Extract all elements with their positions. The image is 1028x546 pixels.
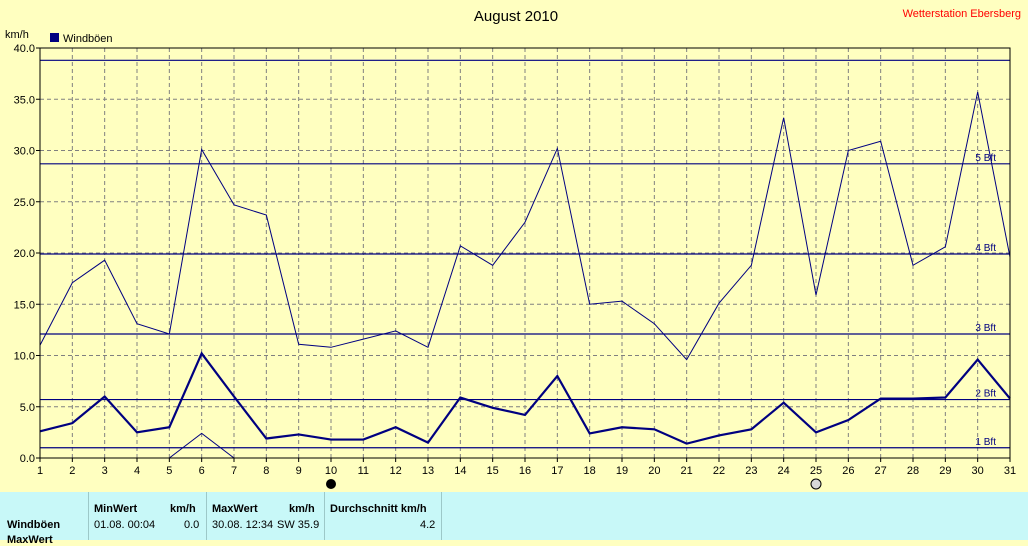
x-tick-label: 18	[584, 465, 596, 477]
x-tick-label: 20	[648, 465, 660, 477]
x-tick-label: 24	[778, 465, 790, 477]
bft-label: 4 Bft	[975, 243, 996, 254]
x-tick-label: 13	[422, 465, 434, 477]
statistics-panel: MinWert km/h MaxWert km/h Durchschnitt k…	[0, 492, 1028, 540]
min-header: MinWert	[94, 503, 137, 515]
max-date: 30.08. 12:34	[212, 519, 273, 531]
x-tick-label: 22	[713, 465, 725, 477]
x-tick-label: 9	[296, 465, 302, 477]
x-tick-label: 2	[69, 465, 75, 477]
x-tick-label: 11	[358, 465, 369, 477]
y-tick-label: 0.0	[20, 453, 35, 465]
wind-gust-chart: August 2010 Wetterstation Ebersberg km/h…	[0, 0, 1028, 492]
y-tick-label: 25.0	[14, 197, 35, 209]
min-unit-header: km/h	[170, 503, 196, 515]
station-name: Wetterstation Ebersberg	[903, 8, 1021, 20]
min-date: 01.08. 00:04	[94, 519, 155, 531]
x-tick-label: 4	[134, 465, 140, 477]
max-value: SW 35.9	[277, 519, 319, 531]
y-axis-unit: km/h	[5, 29, 29, 41]
x-tick-label: 8	[263, 465, 269, 477]
full-moon-icon	[811, 479, 821, 489]
x-tick-label: 7	[231, 465, 237, 477]
x-tick-label: 25	[810, 465, 822, 477]
bft-label: 5 Bft	[975, 153, 996, 164]
x-tick-label: 19	[616, 465, 628, 477]
x-tick-label: 14	[454, 465, 466, 477]
x-tick-label: 6	[199, 465, 205, 477]
min-value: 0.0	[184, 519, 199, 531]
y-tick-label: 20.0	[14, 248, 35, 260]
y-tick-label: 10.0	[14, 351, 35, 363]
max-header: MaxWert	[212, 503, 258, 515]
max-unit-header: km/h	[289, 503, 315, 515]
x-tick-label: 17	[551, 465, 563, 477]
x-tick-label: 1	[37, 465, 43, 477]
x-tick-label: 5	[166, 465, 172, 477]
row-label-2: MaxWert	[7, 534, 53, 546]
x-tick-label: 30	[972, 465, 984, 477]
y-tick-label: 15.0	[14, 299, 35, 311]
y-tick-label: 35.0	[14, 94, 35, 106]
x-tick-label: 16	[519, 465, 531, 477]
x-tick-label: 10	[325, 465, 337, 477]
y-tick-label: 30.0	[14, 146, 35, 158]
legend-label: Windböen	[63, 33, 113, 45]
avg-value: 4.2	[420, 519, 435, 531]
x-tick-label: 3	[102, 465, 108, 477]
chart-title: August 2010	[474, 8, 558, 25]
x-tick-label: 26	[842, 465, 854, 477]
x-tick-label: 28	[907, 465, 919, 477]
x-tick-label: 12	[390, 465, 402, 477]
x-tick-label: 15	[487, 465, 499, 477]
avg-header: Durchschnitt km/h	[330, 503, 427, 515]
bft-label: 2 Bft	[975, 389, 996, 400]
x-tick-label: 29	[939, 465, 951, 477]
x-tick-label: 21	[681, 465, 693, 477]
legend-swatch	[50, 33, 59, 42]
x-tick-label: 27	[875, 465, 887, 477]
y-tick-label: 5.0	[20, 402, 35, 414]
y-tick-label: 40.0	[14, 43, 35, 55]
bft-label: 1 Bft	[975, 437, 996, 448]
x-tick-label: 23	[745, 465, 757, 477]
new-moon-icon	[327, 480, 336, 489]
row-label: Windböen	[7, 519, 60, 531]
grid	[40, 48, 1010, 458]
bft-label: 3 Bft	[975, 323, 996, 334]
moon-phase-markers	[327, 479, 822, 489]
x-tick-label: 31	[1004, 465, 1016, 477]
